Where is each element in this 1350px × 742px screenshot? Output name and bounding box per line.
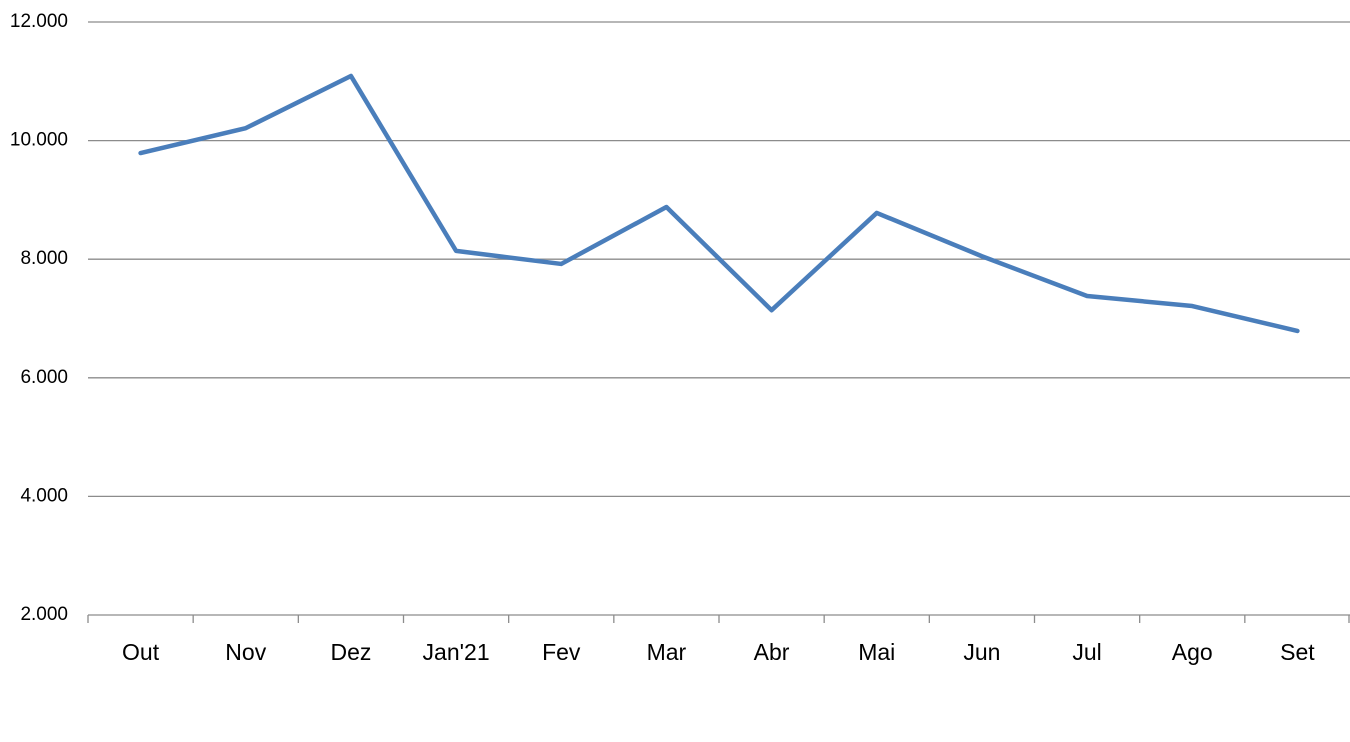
x-tick-label: Fev xyxy=(542,639,581,665)
x-tick-label: Dez xyxy=(330,639,371,665)
x-tick-label: Jun xyxy=(963,639,1000,665)
x-tick-label: Set xyxy=(1280,639,1315,665)
y-tick-label: 10.000 xyxy=(10,130,68,151)
x-tick-label: Jul xyxy=(1072,639,1101,665)
x-tick-label: Mai xyxy=(858,639,895,665)
y-tick-label: 12.000 xyxy=(10,11,68,32)
x-tick-label: Abr xyxy=(754,639,790,665)
x-tick-label: Jan'21 xyxy=(423,639,490,665)
y-tick-label: 2.000 xyxy=(20,604,68,625)
x-tick-label: Out xyxy=(122,639,160,665)
y-tick-label: 4.000 xyxy=(20,485,68,506)
y-tick-label: 8.000 xyxy=(20,248,68,269)
x-tick-label: Mar xyxy=(647,639,687,665)
line xyxy=(138,73,1300,334)
y-tick-label: 6.000 xyxy=(20,367,68,388)
x-tick-label: Nov xyxy=(225,639,266,665)
x-tick-label: Ago xyxy=(1172,639,1213,665)
